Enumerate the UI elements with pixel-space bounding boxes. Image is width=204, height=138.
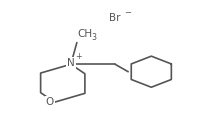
Text: Br: Br	[109, 13, 121, 23]
Text: O: O	[45, 97, 54, 107]
Text: 3: 3	[91, 33, 96, 42]
Text: N: N	[67, 58, 75, 68]
Text: CH: CH	[78, 29, 93, 39]
Text: −: −	[124, 8, 131, 17]
Text: +: +	[75, 52, 82, 61]
